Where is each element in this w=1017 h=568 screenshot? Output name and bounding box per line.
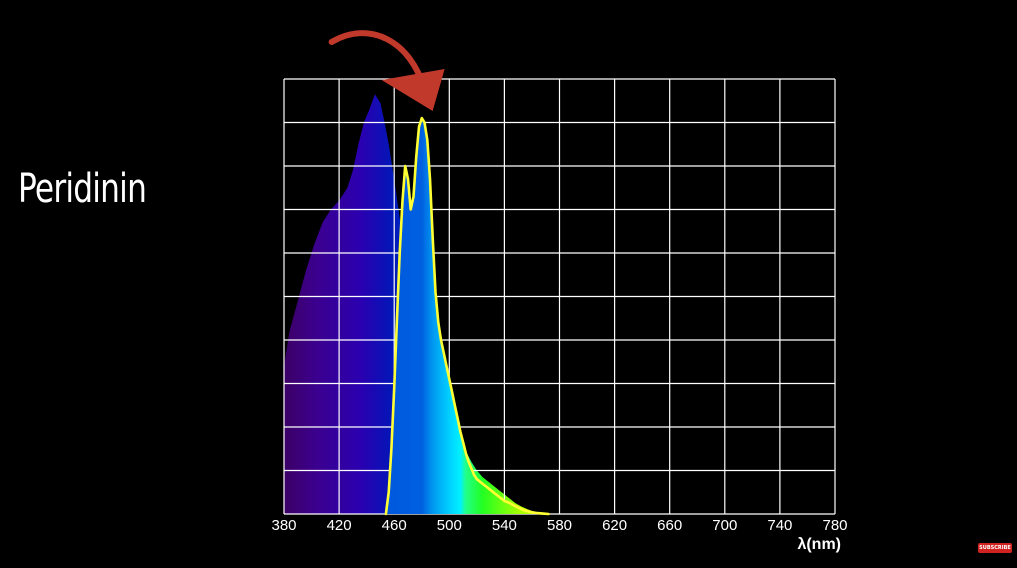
spectrum-area [284, 94, 549, 514]
x-tick-label: 740 [767, 517, 792, 534]
subscribe-button[interactable]: SUBSCRIBE [978, 543, 1012, 553]
x-tick-label: 420 [327, 517, 352, 534]
x-tick-label: 660 [657, 517, 682, 534]
pigment-title: Peridinin [18, 166, 147, 212]
arrow-head [381, 69, 445, 111]
highlight-band-fill [385, 118, 549, 514]
x-tick-labels: 380 420 460 500 540 580 620 660 700 740 780 [271, 517, 847, 534]
highlight-band-outline [384, 116, 550, 516]
x-tick-label: 620 [602, 517, 627, 534]
grid-layer [283, 78, 836, 515]
curve-layer [384, 116, 550, 516]
x-tick-label: 700 [712, 517, 737, 534]
x-tick-label: 500 [437, 517, 462, 534]
x-tick-label: 460 [382, 517, 407, 534]
annotation-arrow [328, 30, 445, 111]
plot-fill-layer [284, 94, 549, 514]
x-tick-label: 540 [492, 517, 517, 534]
x-tick-label: 380 [271, 517, 296, 534]
x-tick-label: 780 [822, 517, 847, 534]
x-tick-label: 580 [547, 517, 572, 534]
x-axis-label: λ(nm) [797, 536, 841, 553]
